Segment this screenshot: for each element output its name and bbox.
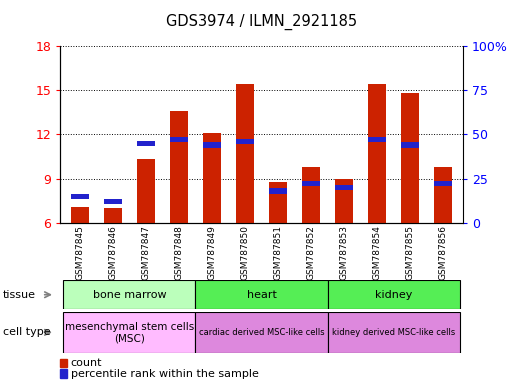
Text: tissue: tissue [3,290,36,300]
Bar [236,84,254,223]
Text: cell type: cell type [3,327,50,338]
Bar [269,182,287,223]
Bar [434,181,452,187]
Text: count: count [71,358,102,368]
Bar [302,167,320,223]
Bar [335,179,353,223]
Bar [137,141,155,146]
Bar [196,280,327,309]
Bar [368,84,386,223]
Bar [401,93,419,223]
Text: heart: heart [246,290,277,300]
Bar [203,133,221,223]
Bar [203,142,221,147]
Bar [401,142,419,147]
Bar [335,185,353,190]
Bar [196,312,327,353]
Bar [368,137,386,142]
Bar [104,208,122,223]
Text: kidney derived MSC-like cells: kidney derived MSC-like cells [332,328,455,337]
Text: percentile rank within the sample: percentile rank within the sample [71,369,258,379]
Bar [327,312,460,353]
Bar [302,181,320,187]
Bar [327,280,460,309]
Bar [63,280,196,309]
Bar [170,137,188,142]
Bar [71,194,89,199]
Bar [170,111,188,223]
Text: kidney: kidney [375,290,412,300]
Text: mesenchymal stem cells
(MSC): mesenchymal stem cells (MSC) [65,321,194,343]
Bar [104,199,122,204]
Bar [236,139,254,144]
Bar [71,207,89,223]
Bar [137,159,155,223]
Text: GDS3974 / ILMN_2921185: GDS3974 / ILMN_2921185 [166,13,357,30]
Bar [269,188,287,194]
Text: cardiac derived MSC-like cells: cardiac derived MSC-like cells [199,328,324,337]
Bar [434,167,452,223]
Bar [63,312,196,353]
Text: bone marrow: bone marrow [93,290,166,300]
